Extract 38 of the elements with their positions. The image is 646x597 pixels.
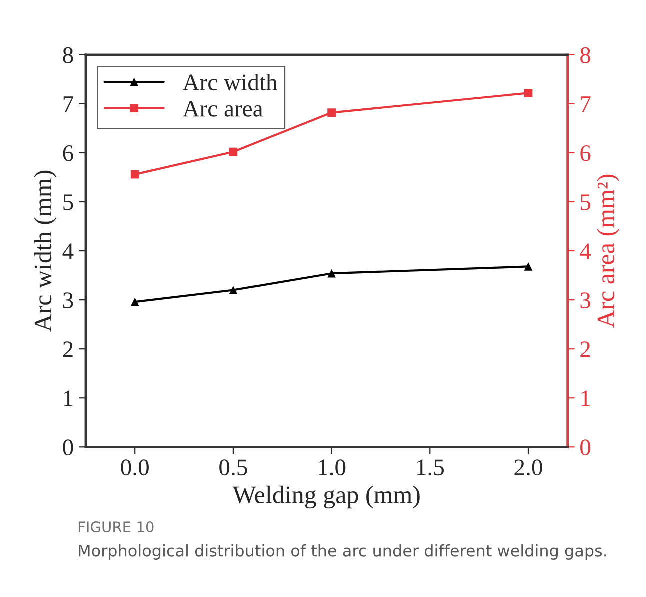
x-tick-label: 2.0 [514, 460, 542, 476]
legend-label: Arc width [182, 74, 278, 91]
point [328, 269, 336, 278]
point [229, 286, 238, 294]
x-tick-label: 0.0 [121, 460, 149, 476]
caption: FIGURE 10 [78, 522, 154, 533]
x-tick-label: 0.5 [220, 460, 248, 476]
y2-tick-label: 5 [581, 194, 591, 210]
x-tick-label: 1.0 [319, 460, 346, 476]
point [130, 298, 140, 306]
y-axis-title: Arc width (mm) [34, 170, 57, 332]
point [524, 262, 533, 271]
y2-tick-label: 7 [581, 96, 591, 112]
y-tick-label: 2 [63, 342, 73, 358]
y2-tick-label: 2 [580, 342, 590, 358]
y-tick-label: 3 [63, 292, 74, 308]
legend-label: Arc area [182, 101, 263, 117]
y-tick-label: 6 [63, 146, 74, 162]
y2-tick-label: 3 [580, 292, 591, 308]
y-tick-label: 4 [62, 244, 74, 260]
y2-tick-label: 4 [580, 244, 592, 260]
point [328, 108, 336, 117]
text: Morphological distribution of the arc under different welding gaps. [79, 544, 606, 560]
point [524, 89, 533, 98]
y-tick-label: 1 [64, 390, 73, 406]
y-tick-label: 8 [63, 47, 74, 64]
x-tick-label: 1.5 [417, 460, 444, 476]
y2-tick-label: 1 [582, 390, 590, 406]
y-tick-label: 5 [64, 194, 74, 210]
point [130, 170, 140, 179]
y2-tick-label: 6 [580, 146, 591, 162]
y2-axis-title: Arc area (mm²) [597, 174, 620, 328]
point [229, 148, 238, 156]
y2-tick-label: 8 [580, 47, 591, 64]
x-axis-title: Welding gap (mm) [232, 486, 420, 509]
y2-tick-label: 0 [580, 440, 591, 456]
y-tick-label: 0 [63, 440, 74, 456]
y-tick-label: 7 [64, 96, 74, 112]
